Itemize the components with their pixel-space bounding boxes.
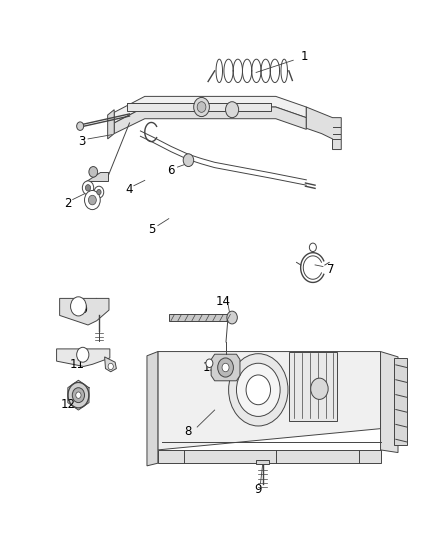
Text: 6: 6 <box>167 164 175 177</box>
Circle shape <box>206 359 213 368</box>
Circle shape <box>227 311 237 324</box>
Circle shape <box>237 364 280 416</box>
Text: 2: 2 <box>65 197 72 211</box>
Text: 1: 1 <box>300 50 308 63</box>
Polygon shape <box>289 352 337 421</box>
Polygon shape <box>158 450 381 463</box>
Circle shape <box>82 181 94 195</box>
Circle shape <box>97 189 101 195</box>
Circle shape <box>68 382 89 408</box>
Circle shape <box>77 122 84 131</box>
Circle shape <box>108 364 113 369</box>
Circle shape <box>88 195 96 205</box>
Circle shape <box>309 243 316 252</box>
Polygon shape <box>114 107 306 134</box>
Polygon shape <box>147 352 158 466</box>
Polygon shape <box>57 349 110 367</box>
Text: 5: 5 <box>148 223 155 236</box>
Circle shape <box>77 348 89 362</box>
Text: 9: 9 <box>254 483 262 496</box>
Text: 10: 10 <box>74 303 89 316</box>
Text: 8: 8 <box>185 425 192 438</box>
Polygon shape <box>169 314 232 321</box>
Circle shape <box>85 190 100 209</box>
Polygon shape <box>60 298 109 325</box>
Text: 12: 12 <box>61 398 76 411</box>
Polygon shape <box>381 352 398 453</box>
Polygon shape <box>108 110 114 139</box>
Circle shape <box>197 102 206 112</box>
Polygon shape <box>127 103 272 111</box>
Polygon shape <box>86 172 108 181</box>
Circle shape <box>76 392 81 398</box>
Polygon shape <box>306 107 341 150</box>
Circle shape <box>222 364 229 372</box>
Polygon shape <box>211 354 240 381</box>
Circle shape <box>218 358 233 377</box>
Polygon shape <box>256 460 269 464</box>
Text: 7: 7 <box>327 263 334 276</box>
Circle shape <box>311 378 328 399</box>
Circle shape <box>226 102 239 118</box>
Polygon shape <box>158 352 381 450</box>
Circle shape <box>183 154 194 166</box>
Circle shape <box>194 98 209 117</box>
Circle shape <box>246 375 271 405</box>
Circle shape <box>229 354 288 426</box>
Circle shape <box>89 166 98 177</box>
Bar <box>394 359 407 445</box>
Polygon shape <box>114 96 306 123</box>
Text: 14: 14 <box>216 295 231 308</box>
Circle shape <box>72 387 85 402</box>
Text: 3: 3 <box>78 135 85 148</box>
Text: 4: 4 <box>126 183 133 196</box>
Text: 11: 11 <box>70 358 85 372</box>
Circle shape <box>85 184 91 191</box>
Circle shape <box>71 297 86 316</box>
Polygon shape <box>105 357 117 372</box>
Text: 13: 13 <box>203 361 218 374</box>
Circle shape <box>94 186 104 198</box>
